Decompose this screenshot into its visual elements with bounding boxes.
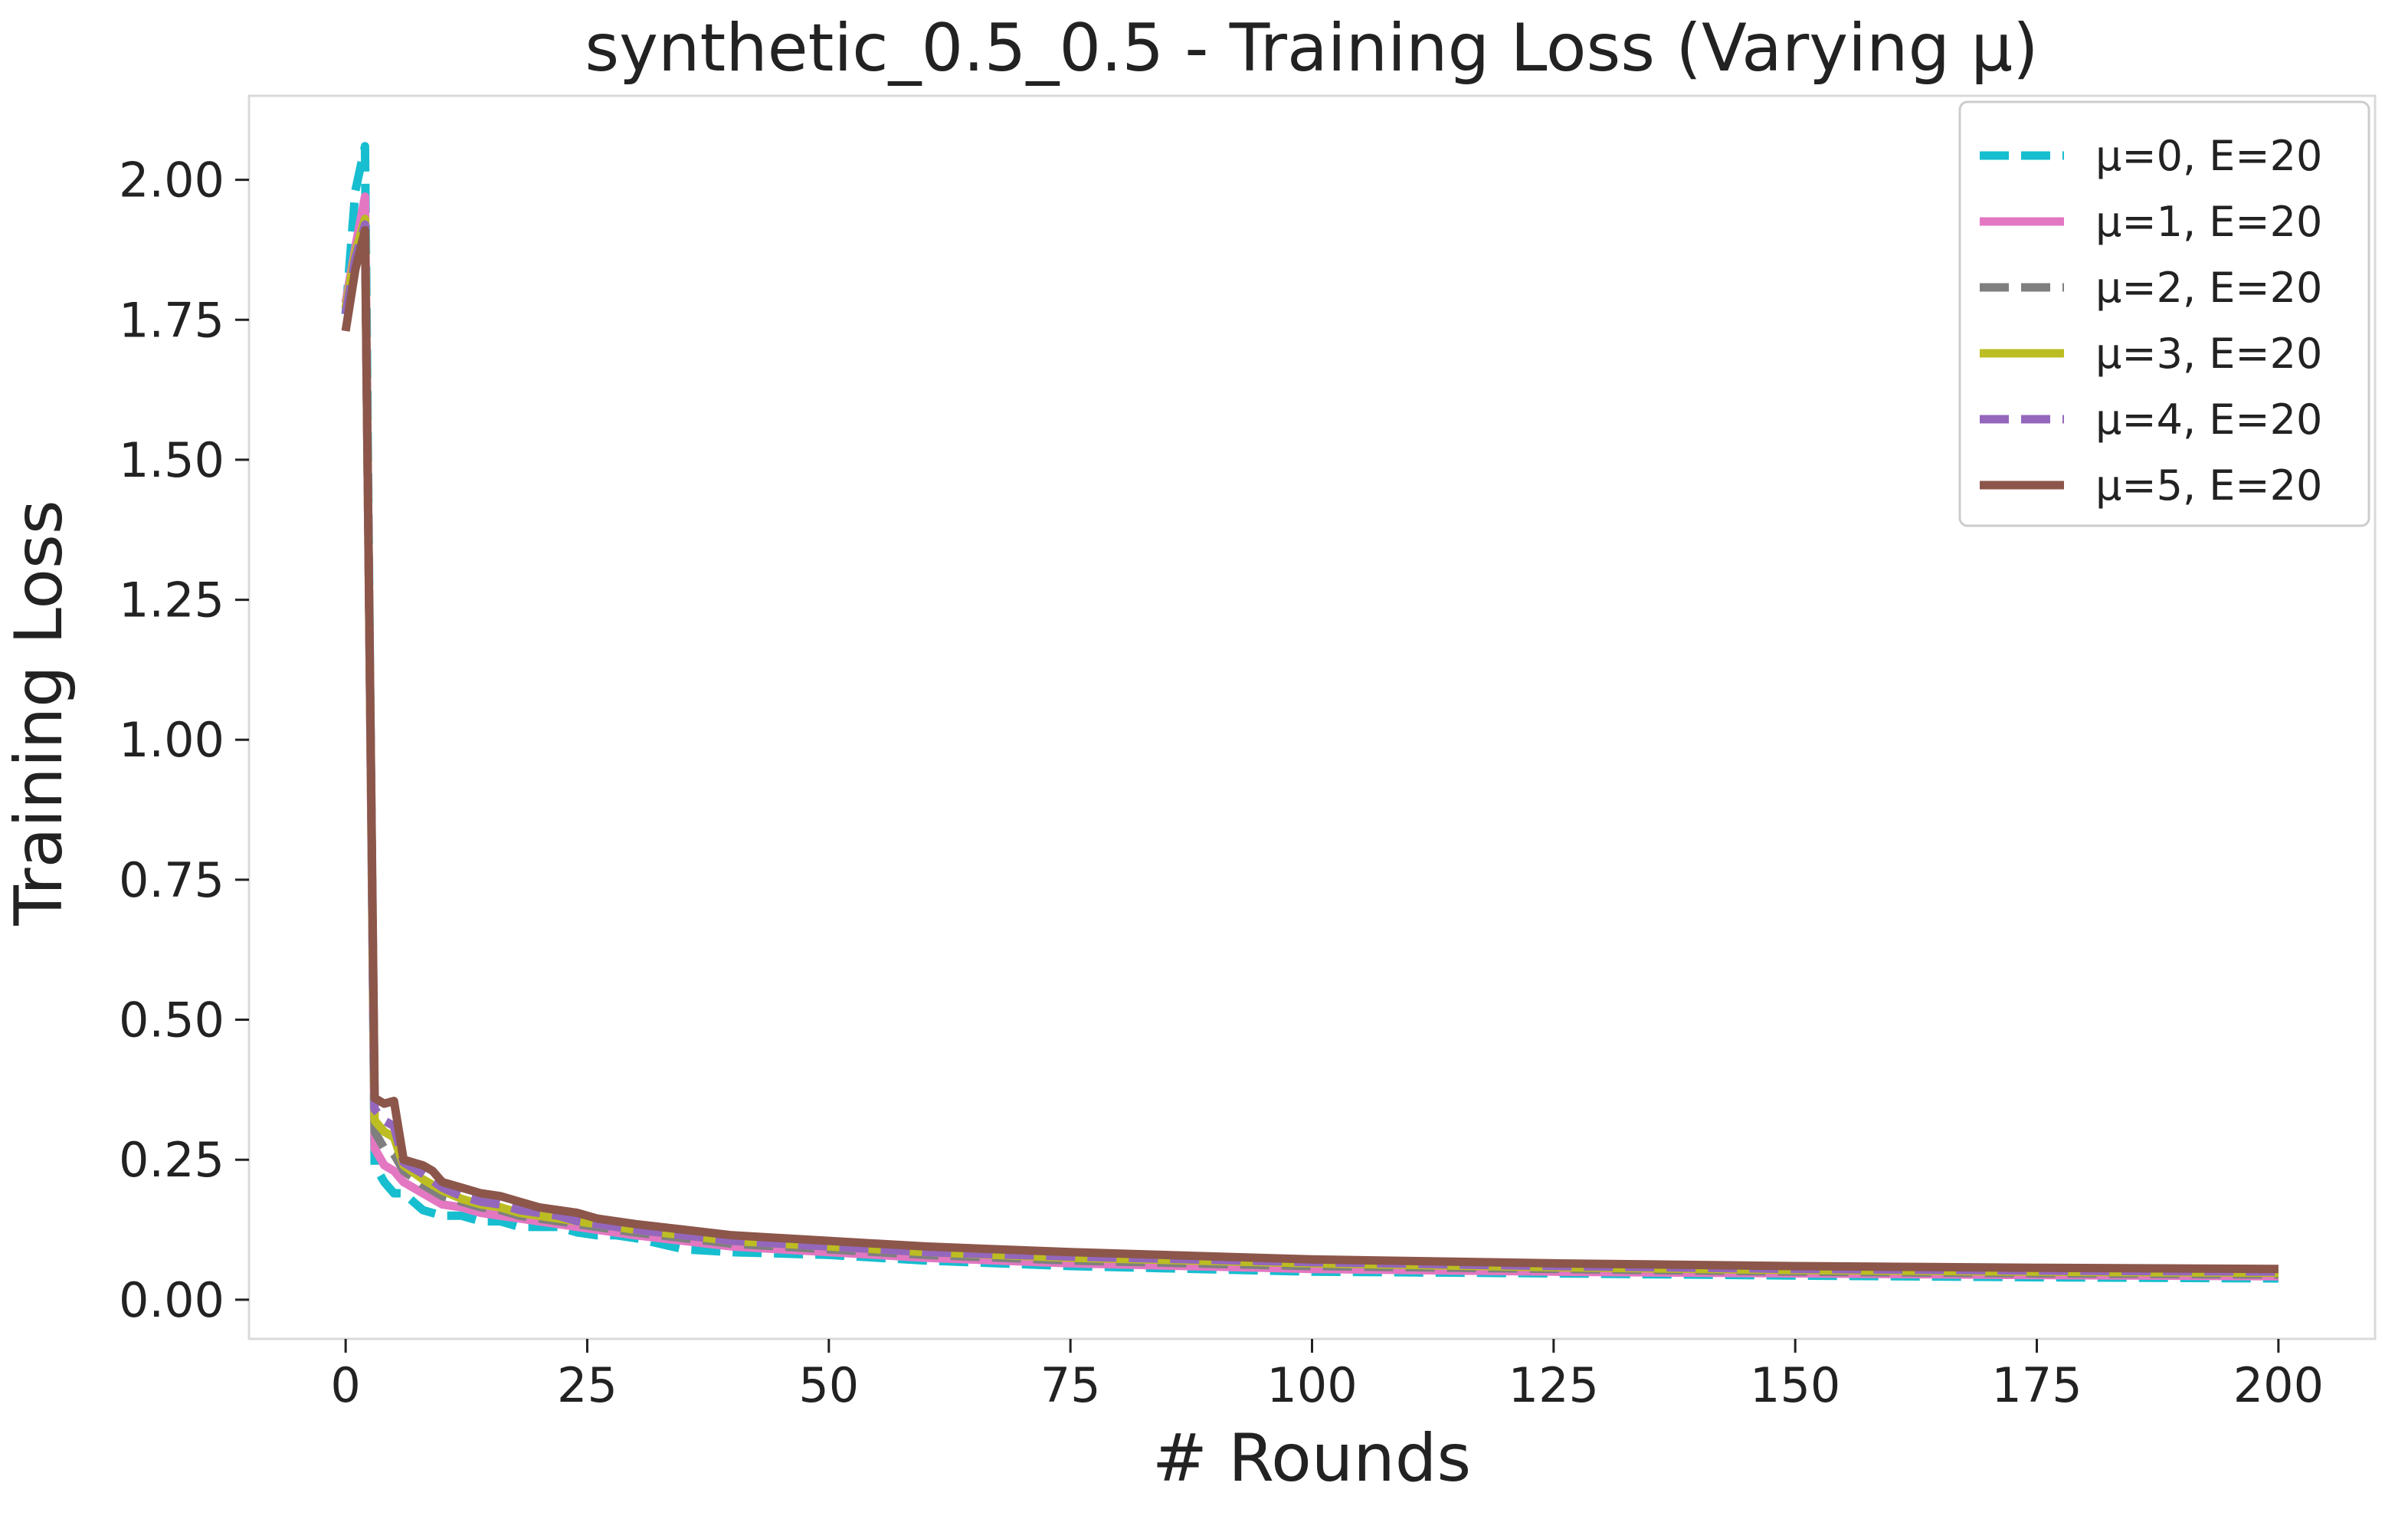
legend-label: μ=0, E=20 [2095, 132, 2322, 180]
legend-label: μ=5, E=20 [2095, 461, 2322, 510]
x-tick-label: 50 [798, 1357, 859, 1413]
y-tick-label: 1.25 [119, 572, 224, 628]
y-axis-label: Training Loss [1, 500, 77, 926]
y-tick-label: 0.25 [119, 1132, 224, 1188]
legend-label: μ=3, E=20 [2095, 330, 2322, 378]
x-tick-label: 75 [1040, 1357, 1101, 1413]
x-tick-label: 0 [330, 1357, 360, 1413]
y-tick-label: 0.75 [119, 852, 224, 908]
series-line-mu-5 [341, 225, 2279, 1274]
x-axis-ticks: 0 25 50 75 100 125 150 175 200 [330, 1339, 2324, 1413]
x-tick-label: 25 [557, 1357, 618, 1413]
chart-title: synthetic_0.5_0.5 - Training Loss (Varyi… [585, 10, 2038, 87]
y-axis-ticks: 0.00 0.25 0.50 0.75 1.00 1.25 1.50 1.75 2.00 [119, 153, 249, 1328]
x-tick-label: 175 [1991, 1357, 2082, 1413]
legend: μ=0, E=20 μ=1, E=20 μ=2, E=20 μ=3, E=20 μ=4,… [1958, 100, 2370, 527]
y-tick-label: 0.00 [119, 1272, 224, 1328]
series-layer [341, 142, 2279, 1283]
x-tick-label: 200 [2233, 1357, 2324, 1413]
legend-label: μ=2, E=20 [2095, 264, 2322, 312]
y-tick-label: 1.75 [119, 292, 224, 348]
legend-label: μ=1, E=20 [2095, 198, 2322, 246]
y-tick-label: 1.00 [119, 712, 224, 768]
x-tick-label: 100 [1266, 1357, 1357, 1413]
y-tick-label: 2.00 [119, 153, 224, 208]
x-tick-label: 150 [1750, 1357, 1840, 1413]
x-tick-label: 125 [1509, 1357, 1599, 1413]
y-tick-label: 1.50 [119, 432, 224, 488]
legend-label: μ=4, E=20 [2095, 395, 2322, 444]
legend-box [1958, 100, 2370, 527]
y-tick-label: 0.50 [119, 992, 224, 1048]
x-axis-label: # Rounds [1152, 1420, 1471, 1497]
